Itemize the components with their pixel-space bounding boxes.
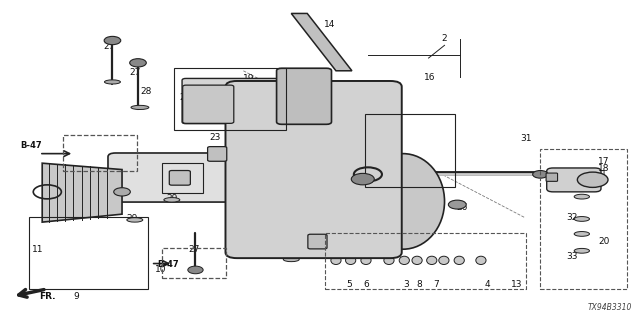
Ellipse shape (164, 197, 180, 202)
Text: 17: 17 (598, 157, 610, 166)
FancyBboxPatch shape (170, 171, 190, 185)
Bar (163, 248, 226, 278)
Circle shape (130, 59, 147, 67)
FancyBboxPatch shape (182, 85, 234, 123)
Ellipse shape (574, 194, 589, 199)
Ellipse shape (574, 248, 589, 253)
FancyBboxPatch shape (547, 168, 601, 192)
Text: 10: 10 (155, 265, 166, 275)
Text: 25: 25 (175, 173, 186, 182)
Ellipse shape (361, 256, 371, 265)
Text: 30: 30 (358, 172, 369, 181)
Ellipse shape (331, 256, 341, 265)
Text: 12: 12 (271, 151, 282, 160)
Text: 5: 5 (346, 280, 351, 289)
Text: 4: 4 (484, 280, 490, 289)
Text: 19: 19 (243, 74, 254, 83)
Ellipse shape (412, 256, 422, 265)
Text: 16: 16 (424, 73, 436, 82)
Text: 14: 14 (324, 20, 335, 29)
FancyBboxPatch shape (207, 147, 227, 161)
Text: 27: 27 (129, 68, 141, 77)
Polygon shape (291, 13, 352, 71)
Ellipse shape (476, 256, 486, 265)
Text: 21: 21 (388, 135, 399, 144)
Text: 29: 29 (285, 254, 297, 263)
Text: 27: 27 (188, 245, 199, 254)
Circle shape (532, 171, 548, 178)
Text: 28: 28 (141, 87, 152, 96)
Text: 27: 27 (104, 42, 115, 52)
Text: 15: 15 (351, 221, 363, 230)
Text: 8: 8 (416, 280, 422, 289)
Ellipse shape (439, 256, 449, 265)
Text: 31: 31 (520, 134, 531, 143)
Circle shape (188, 266, 203, 274)
Bar (365, 114, 455, 187)
Ellipse shape (131, 105, 149, 109)
Ellipse shape (574, 232, 589, 236)
Ellipse shape (427, 256, 437, 265)
Text: 29: 29 (166, 194, 177, 204)
Text: FR.: FR. (39, 292, 56, 301)
Bar (325, 233, 526, 289)
Bar (29, 217, 148, 289)
Circle shape (449, 200, 467, 209)
FancyBboxPatch shape (108, 153, 276, 202)
Ellipse shape (384, 256, 394, 265)
Text: 22: 22 (179, 93, 190, 102)
Bar (173, 68, 285, 130)
Text: 24: 24 (313, 242, 324, 251)
Text: 11: 11 (32, 245, 44, 254)
Text: 6: 6 (363, 280, 369, 289)
Ellipse shape (127, 218, 143, 222)
Circle shape (351, 173, 374, 185)
Text: 13: 13 (511, 280, 522, 289)
Ellipse shape (346, 256, 356, 265)
Text: 2: 2 (442, 35, 447, 44)
FancyBboxPatch shape (225, 81, 402, 258)
Text: 29: 29 (126, 214, 138, 223)
Text: TX94B3310: TX94B3310 (588, 303, 632, 312)
Bar (540, 149, 627, 289)
Text: 1: 1 (602, 170, 607, 179)
Text: 33: 33 (566, 252, 578, 261)
FancyBboxPatch shape (546, 173, 557, 181)
Polygon shape (42, 163, 122, 222)
Text: 7: 7 (433, 280, 439, 289)
FancyBboxPatch shape (276, 68, 332, 124)
Bar (63, 134, 137, 171)
Text: 20: 20 (598, 237, 610, 246)
FancyBboxPatch shape (308, 234, 327, 249)
Ellipse shape (574, 217, 589, 221)
Ellipse shape (399, 256, 410, 265)
Circle shape (577, 172, 608, 188)
FancyBboxPatch shape (182, 78, 279, 124)
Text: B-47: B-47 (157, 260, 179, 269)
Text: 23: 23 (209, 132, 220, 141)
Ellipse shape (362, 154, 445, 249)
Text: 32: 32 (566, 213, 578, 222)
Ellipse shape (454, 256, 465, 265)
Text: 3: 3 (403, 280, 409, 289)
Ellipse shape (104, 80, 120, 84)
Text: 9: 9 (73, 292, 79, 301)
Text: B-47: B-47 (20, 141, 42, 150)
Text: 26: 26 (456, 203, 467, 212)
Ellipse shape (284, 257, 300, 262)
Bar (162, 163, 203, 194)
Circle shape (114, 188, 131, 196)
Circle shape (104, 36, 121, 45)
Text: 18: 18 (598, 164, 610, 173)
